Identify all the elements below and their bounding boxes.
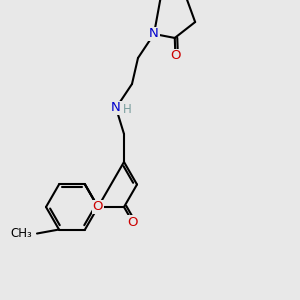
Text: CH₃: CH₃ [10, 227, 32, 240]
Text: O: O [170, 50, 181, 62]
Text: N: N [111, 101, 121, 115]
Text: H: H [123, 103, 131, 116]
Text: N: N [149, 28, 159, 40]
Text: O: O [128, 216, 138, 229]
Text: O: O [93, 200, 103, 214]
